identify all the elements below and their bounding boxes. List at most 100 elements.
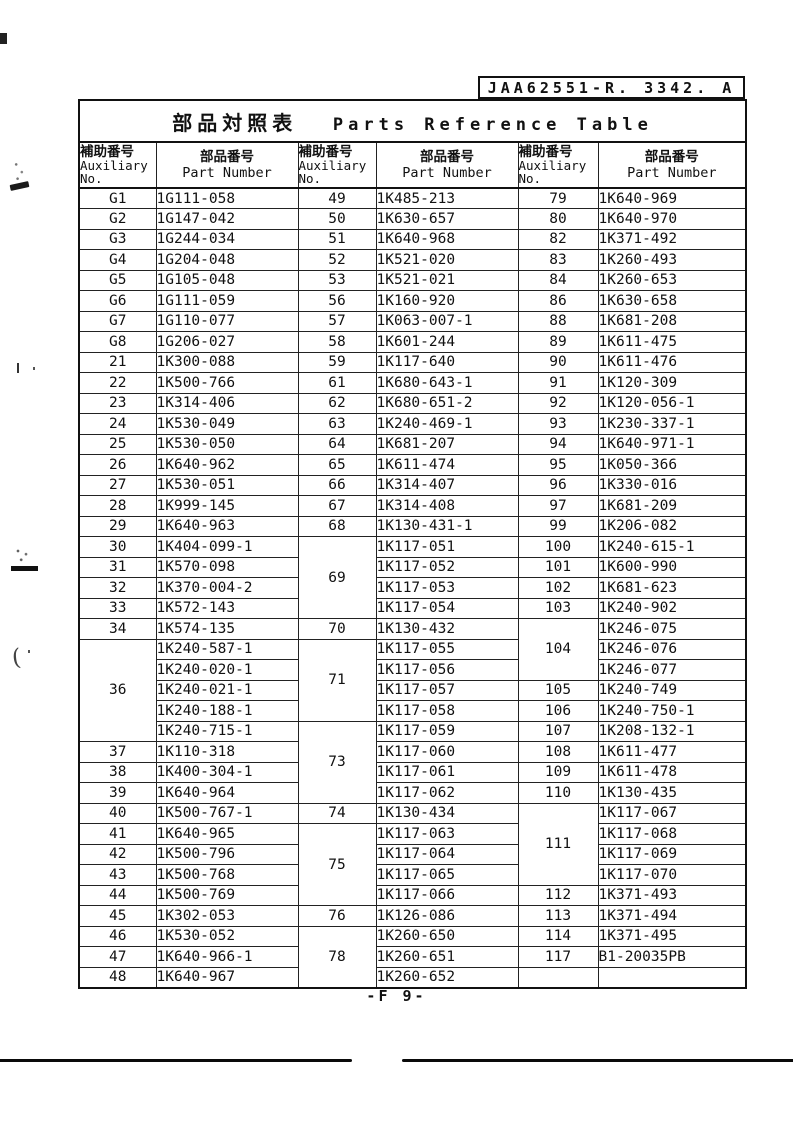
table-row: 37 1K110-318 1K117-060 108 1K611-477 [78, 741, 747, 763]
aux-no-cell: 110 [517, 782, 599, 804]
aux-no-cell: 78 [297, 925, 377, 988]
aux-no-cell: 43 [78, 864, 157, 886]
aux-no-cell: 100 [517, 536, 599, 558]
table-title-row: 部品対照表 Parts Reference Table [78, 99, 747, 143]
part-number-cell: 1K500-768 [155, 864, 299, 886]
aux-no-cell: 45 [78, 905, 157, 927]
aux-no-cell: G2 [78, 208, 157, 230]
part-number-cell: 1K681-209 [597, 495, 747, 517]
part-number-cell: 1K640-962 [155, 454, 299, 476]
aux-no-cell: 57 [297, 310, 377, 332]
scan-artifact-tick [17, 363, 19, 373]
table-row: 38 1K400-304-1 1K117-061 109 1K611-478 [78, 761, 747, 783]
aux-no-cell: 41 [78, 823, 157, 845]
table-row: 34 1K574-135 70 1K130-432 104 1K246-075 [78, 618, 747, 681]
part-number-cell: 1K117-054 [375, 597, 519, 619]
part-number-cell: 1K117-060 [375, 741, 519, 763]
aux-no-cell: 69 [297, 536, 377, 619]
part-number-cell: 1K117-065 [375, 864, 519, 886]
table-row: 46 1K530-052 78 1K260-650 114 1K371-495 [78, 925, 747, 988]
table-row: 44 1K500-769 1K117-066 112 1K371-493 [78, 884, 747, 906]
aux-no-cell: 64 [297, 433, 377, 455]
aux-no-cell: 90 [517, 351, 599, 373]
aux-no-cell: 22 [78, 372, 157, 394]
aux-no-cell: 44 [78, 884, 157, 906]
aux-no-cell: 26 [78, 454, 157, 476]
part-number-cell: 1K611-474 [375, 454, 519, 476]
aux-no-cell: 88 [517, 310, 599, 332]
aux-no-cell: 52 [297, 249, 377, 271]
aux-no-cell: 106 [517, 700, 599, 722]
aux-no-cell: 66 [297, 474, 377, 496]
part-number-cell: 1G204-048 [155, 249, 299, 271]
aux-no-cell: 96 [517, 474, 599, 496]
part-number-cell: 1K500-766 [155, 372, 299, 394]
part-number-cell: 1K240-902 [597, 597, 747, 619]
part-number-cell: 1K063-007-1 [375, 310, 519, 332]
part-number-cell: 1K117-055 [375, 638, 519, 660]
part-number-cell: 1K117-640 [375, 351, 519, 373]
scan-artifact-smudge [11, 566, 38, 571]
aux-no-cell: 67 [297, 495, 377, 517]
part-number-cell: 1K611-477 [597, 741, 747, 763]
aux-no-cell: 97 [517, 495, 599, 517]
table-row: G6 1G111-059 56 1K160-920 86 1K630-658 [78, 290, 747, 312]
part-number-cell: 1K240-587-1 [155, 638, 299, 660]
part-number-cell: 1K611-476 [597, 351, 747, 373]
aux-no-cell: 59 [297, 351, 377, 373]
aux-no-cell: 103 [517, 597, 599, 619]
aux-no-cell: G1 [78, 187, 157, 209]
table-row: 47 1K640-966-1 1K260-651 117 B1-20035PB [78, 946, 747, 968]
part-number-cell: 1K117-059 [375, 720, 519, 742]
header-part-number-1: 部品番号 Part Number [155, 141, 299, 189]
aux-no-cell: 75 [297, 823, 377, 906]
part-number-cell: 1K572-143 [155, 597, 299, 619]
part-number-cell: 1K130-432 [375, 618, 519, 640]
table-row: 48 1K640-967 1K260-652 [78, 966, 747, 988]
part-number-cell: 1K117-069 [597, 843, 747, 865]
part-number-cell: 1K485-213 [375, 187, 519, 209]
table-row: G5 1G105-048 53 1K521-021 84 1K260-653 [78, 269, 747, 291]
aux-no-cell: 73 [297, 720, 377, 804]
part-number-cell: 1K240-715-1 [155, 720, 299, 742]
aux-no-cell: G3 [78, 228, 157, 250]
part-number-cell: 1K640-965 [155, 823, 299, 845]
scan-artifact-corner [0, 33, 7, 44]
part-number-cell: 1K246-075 [597, 618, 747, 640]
part-number-cell: 1K640-971-1 [597, 433, 747, 455]
part-number-cell: 1K500-796 [155, 843, 299, 865]
part-number-cell: 1K371-492 [597, 228, 747, 250]
table-row: 1K240-188-1 1K117-058 106 1K240-750-1 [79, 700, 747, 722]
part-number-cell: 1K630-657 [375, 208, 519, 230]
part-number-cell: 1K240-750-1 [597, 700, 747, 722]
aux-no-cell: 61 [297, 372, 377, 394]
part-number-cell: 1K371-493 [597, 884, 747, 906]
aux-no-cell: 46 [78, 925, 157, 947]
table-row: 28 1K999-145 67 1K314-408 97 1K681-209 [78, 495, 747, 517]
table-row: 26 1K640-962 65 1K611-474 95 1K050-366 [78, 454, 747, 476]
part-number-cell: 1K130-434 [375, 802, 519, 824]
part-number-cell: 1K246-076 [597, 638, 747, 660]
table-row: 25 1K530-050 64 1K681-207 94 1K640-971-1 [78, 433, 747, 455]
part-number-cell: 1G111-058 [155, 187, 299, 209]
part-number-cell: 1G244-034 [155, 228, 299, 250]
part-number-cell: 1K240-188-1 [155, 700, 299, 722]
part-number-cell: 1K300-088 [155, 351, 299, 373]
part-number-cell: 1K117-058 [375, 700, 519, 722]
aux-no-cell: 74 [297, 802, 377, 824]
part-number-cell: 1K117-057 [375, 679, 519, 701]
part-number-cell: 1K640-970 [597, 208, 747, 230]
aux-no-cell: 36 [78, 638, 157, 742]
part-number-cell: 1K999-145 [155, 495, 299, 517]
aux-no-cell: 63 [297, 413, 377, 435]
aux-no-cell: 49 [297, 187, 377, 209]
table-row: 1K240-020-1 1K117-056 1K246-077 [79, 659, 747, 681]
table-row: 1K240-021-1 1K117-057 105 1K240-749 [79, 679, 747, 701]
table-row: 29 1K640-963 68 1K130-431-1 99 1K206-082 [78, 515, 747, 537]
aux-no-cell: G4 [78, 249, 157, 271]
aux-no-cell: 99 [517, 515, 599, 537]
part-number-cell: 1K640-966-1 [155, 946, 299, 968]
part-number-cell: 1K330-016 [597, 474, 747, 496]
aux-no-cell: 68 [297, 515, 377, 537]
aux-no-cell: 76 [297, 905, 377, 927]
